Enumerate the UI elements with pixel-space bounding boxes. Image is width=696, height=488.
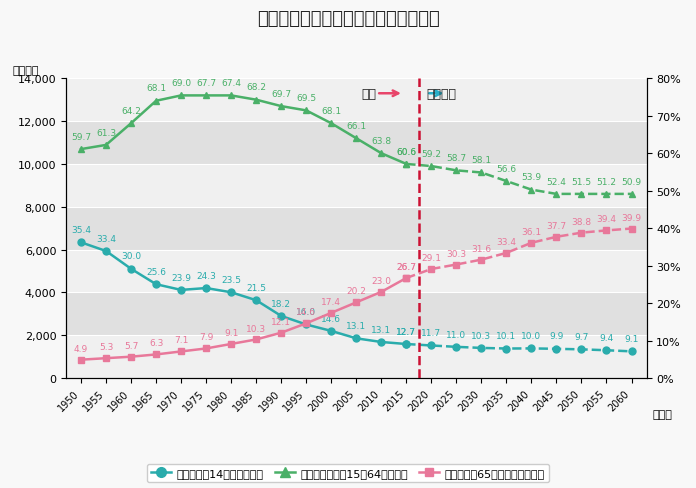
Text: 13.1: 13.1 <box>346 321 366 330</box>
Text: 10.0: 10.0 <box>521 331 541 340</box>
Text: 63.8: 63.8 <box>371 137 391 145</box>
Text: 13.1: 13.1 <box>371 325 391 334</box>
Text: 7.9: 7.9 <box>199 333 213 342</box>
Text: 56.6: 56.6 <box>496 164 516 173</box>
Text: 4.9: 4.9 <box>74 344 88 353</box>
Text: 10.1: 10.1 <box>496 331 516 341</box>
Text: 実績: 実績 <box>361 87 377 101</box>
Text: 5.3: 5.3 <box>99 343 113 351</box>
Text: 30.0: 30.0 <box>121 252 141 261</box>
Text: 10.3: 10.3 <box>471 331 491 340</box>
Text: 68.1: 68.1 <box>321 107 341 116</box>
Bar <box>66 336 647 378</box>
Text: 5.7: 5.7 <box>124 341 139 350</box>
Text: 38.8: 38.8 <box>571 217 592 226</box>
Text: 18.2: 18.2 <box>271 299 291 308</box>
Text: 11.7: 11.7 <box>421 328 441 337</box>
Text: 12.7: 12.7 <box>396 327 416 336</box>
Text: 26.7: 26.7 <box>396 263 416 271</box>
Text: 29.1: 29.1 <box>421 254 441 263</box>
Text: 68.2: 68.2 <box>246 83 266 92</box>
Text: 60.6: 60.6 <box>396 147 416 156</box>
Text: 58.1: 58.1 <box>471 156 491 165</box>
Text: 51.5: 51.5 <box>571 177 592 186</box>
Text: 67.7: 67.7 <box>196 79 216 88</box>
Text: 9.9: 9.9 <box>549 332 564 341</box>
Text: 30.3: 30.3 <box>446 249 466 258</box>
Text: 16.0: 16.0 <box>296 307 316 317</box>
Text: 26.7: 26.7 <box>396 263 416 271</box>
Text: 9.7: 9.7 <box>574 332 589 341</box>
Text: 23.5: 23.5 <box>221 275 241 285</box>
Text: 67.4: 67.4 <box>221 79 241 88</box>
Text: 64.2: 64.2 <box>121 107 141 116</box>
Text: 12.1: 12.1 <box>271 317 291 326</box>
Text: 53.9: 53.9 <box>521 173 541 182</box>
Text: 68.1: 68.1 <box>146 84 166 93</box>
Text: 35.4: 35.4 <box>71 225 91 235</box>
Text: 58.7: 58.7 <box>446 154 466 163</box>
Y-axis label: （万人）: （万人） <box>12 66 38 76</box>
Text: 年齢３区分別人口及び高齢化率の推移: 年齢３区分別人口及び高齢化率の推移 <box>257 10 439 28</box>
Text: 12.7: 12.7 <box>396 327 416 336</box>
Text: （年）: （年） <box>652 409 672 419</box>
Text: 6.3: 6.3 <box>149 339 164 348</box>
Bar <box>66 164 647 207</box>
Text: 20.2: 20.2 <box>347 287 366 296</box>
Text: 33.4: 33.4 <box>496 238 516 246</box>
Text: 69.7: 69.7 <box>271 90 291 99</box>
Text: 9.4: 9.4 <box>599 333 614 342</box>
Text: 59.2: 59.2 <box>421 149 441 159</box>
Text: 9.1: 9.1 <box>624 334 639 344</box>
Legend: 年少人口（14歳以下）割合, 生産年齢人口（15～64歳）割合, 高齢化率（65歳以上人口割合）: 年少人口（14歳以下）割合, 生産年齢人口（15～64歳）割合, 高齢化率（65… <box>147 464 549 483</box>
Text: 33.4: 33.4 <box>96 234 116 243</box>
Text: 66.1: 66.1 <box>346 122 366 131</box>
Text: 39.4: 39.4 <box>596 215 617 224</box>
Text: 23.0: 23.0 <box>371 276 391 285</box>
Text: 24.3: 24.3 <box>196 271 216 280</box>
Text: 60.6: 60.6 <box>396 147 416 156</box>
Text: 51.2: 51.2 <box>596 177 617 186</box>
Bar <box>66 79 647 122</box>
Text: 10.3: 10.3 <box>246 324 267 333</box>
Text: 31.6: 31.6 <box>471 244 491 253</box>
Text: 61.3: 61.3 <box>96 128 116 137</box>
Bar <box>66 250 647 293</box>
Text: 59.7: 59.7 <box>71 132 91 142</box>
Text: 69.5: 69.5 <box>296 94 316 103</box>
Text: 9.1: 9.1 <box>224 328 238 337</box>
Text: 14.6: 14.6 <box>296 308 316 317</box>
Text: 14.6: 14.6 <box>322 314 341 323</box>
Text: 17.4: 17.4 <box>322 297 341 306</box>
Text: 将来推計: 将来推計 <box>427 87 457 101</box>
Text: 69.0: 69.0 <box>171 79 191 88</box>
Bar <box>66 207 647 250</box>
Text: 11.0: 11.0 <box>446 330 466 339</box>
Bar <box>66 293 647 336</box>
Text: 39.9: 39.9 <box>622 213 642 222</box>
Text: 36.1: 36.1 <box>521 227 541 236</box>
Text: 37.7: 37.7 <box>546 222 567 230</box>
Text: 7.1: 7.1 <box>174 336 189 345</box>
Bar <box>66 122 647 164</box>
Text: 52.4: 52.4 <box>546 177 567 186</box>
Text: 21.5: 21.5 <box>246 284 266 292</box>
Text: 50.9: 50.9 <box>622 177 642 186</box>
Text: 25.6: 25.6 <box>146 267 166 276</box>
Text: 23.9: 23.9 <box>171 273 191 282</box>
